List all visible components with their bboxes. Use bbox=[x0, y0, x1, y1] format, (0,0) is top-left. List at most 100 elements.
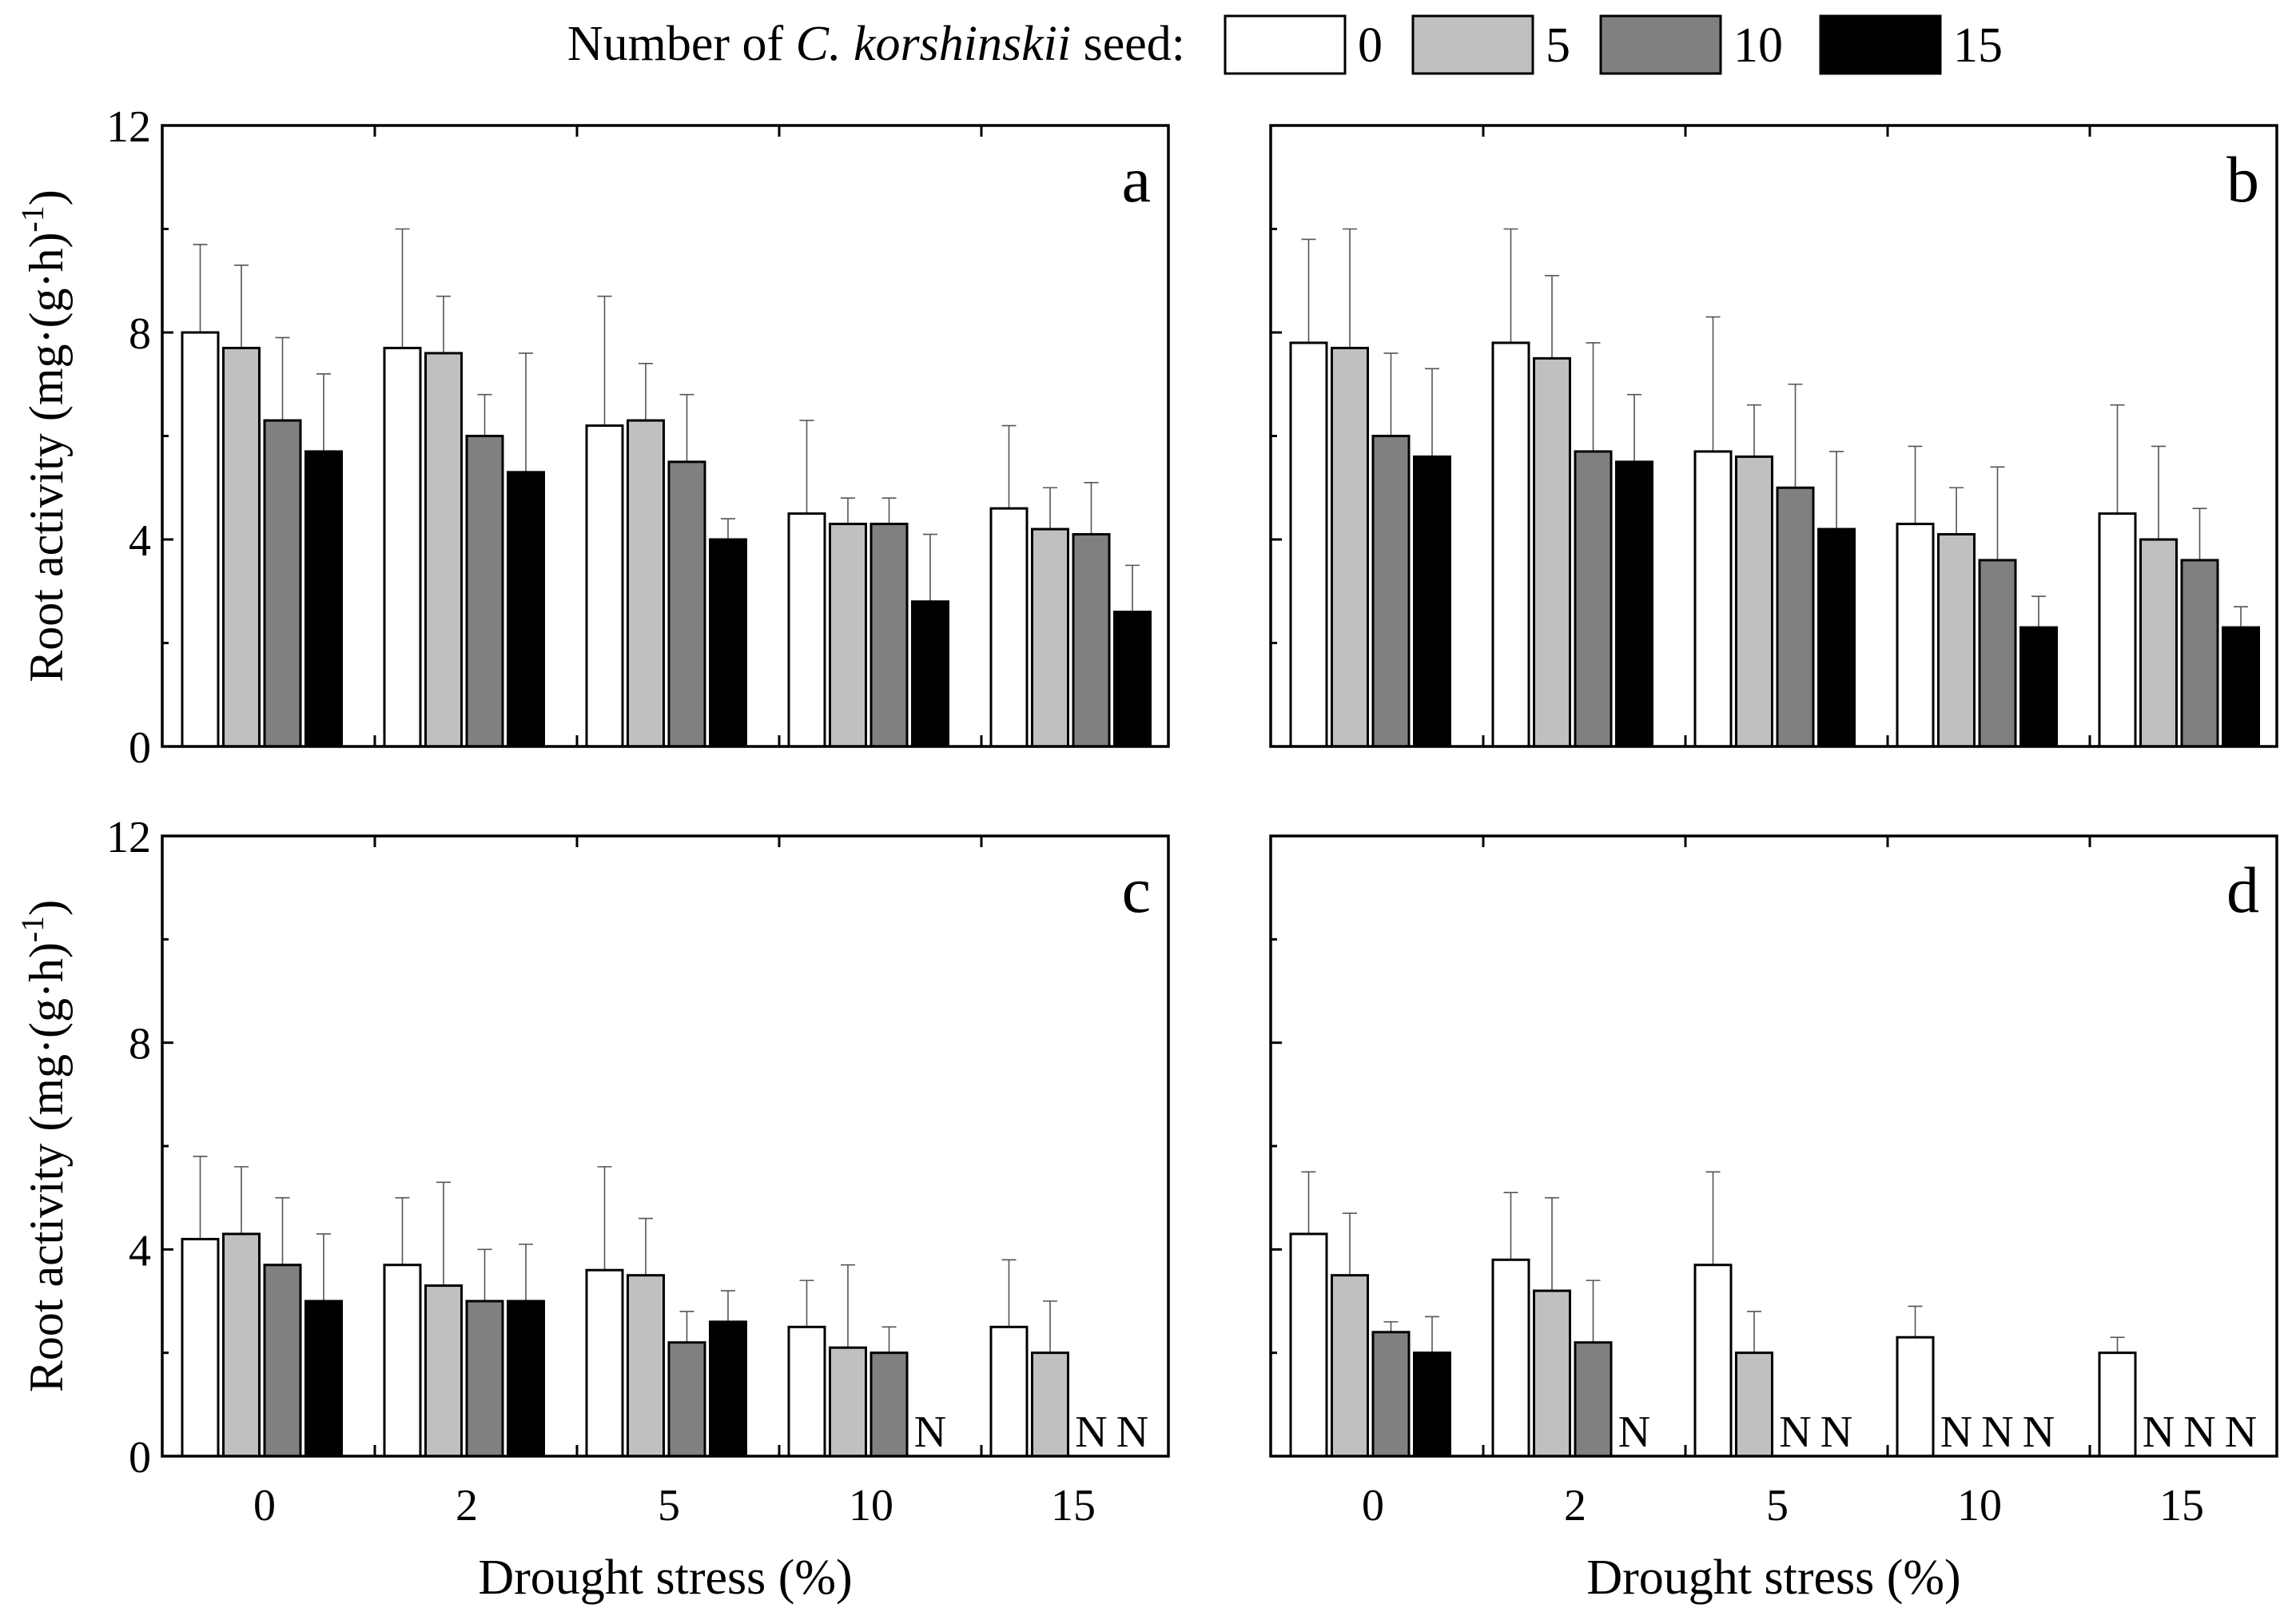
bar-panel-c-0-0 bbox=[181, 1237, 220, 1458]
panel-label-a: a bbox=[1122, 143, 1151, 216]
y-tick-label: 12 bbox=[106, 813, 151, 862]
bar-panel-a-2-5 bbox=[424, 352, 463, 748]
missing-marker: N bbox=[1116, 1407, 1148, 1457]
y-tick-label: 4 bbox=[129, 516, 151, 566]
bar-panel-d-0-10 bbox=[1371, 1331, 1411, 1458]
legend: Number of C. korshinskii seed: 0 5 10 15 bbox=[567, 14, 2003, 75]
bar-panel-c-5-5 bbox=[627, 1274, 665, 1458]
panel-label-c: c bbox=[1122, 854, 1151, 926]
panel-a: 0 4 8 12 a Root activity (mg·(g·h)-1) bbox=[14, 102, 1170, 773]
bar-panel-b-15-10 bbox=[2180, 559, 2219, 748]
bar-panel-a-2-15 bbox=[507, 471, 545, 748]
bar-panel-b-5-5 bbox=[1735, 455, 1773, 748]
y-tick-label: 0 bbox=[129, 1433, 151, 1483]
legend-species: C. korshinskii bbox=[796, 17, 1071, 71]
bar-panel-a-0-0 bbox=[181, 331, 220, 748]
y-tick-label: 0 bbox=[129, 723, 151, 773]
bar-panel-a-10-5 bbox=[829, 523, 867, 748]
bar-panel-b-2-10 bbox=[1574, 450, 1613, 748]
bar-panel-c-0-5 bbox=[222, 1232, 261, 1458]
x-tick-label: 15 bbox=[2159, 1481, 2204, 1530]
bar-panel-b-2-15 bbox=[1615, 460, 1653, 748]
x-tick-label: 10 bbox=[849, 1481, 893, 1530]
bar-panel-a-15-5 bbox=[1031, 527, 1069, 748]
legend-suffix: seed bbox=[1084, 17, 1172, 71]
y-tick-label: 4 bbox=[129, 1226, 151, 1276]
y-axis-title-superscript: -1 bbox=[14, 205, 50, 232]
missing-marker: N bbox=[2225, 1407, 2257, 1457]
y-axis-title-main: Root activity (mg·(g·h) bbox=[20, 942, 73, 1392]
bar-panel-a-10-15 bbox=[911, 600, 949, 748]
bar-panel-c-5-10 bbox=[667, 1341, 706, 1458]
missing-marker: N bbox=[1820, 1407, 1852, 1457]
bar-panel-b-10-10 bbox=[1978, 559, 2017, 748]
legend-colon: : bbox=[1172, 17, 1185, 71]
bar-panel-c-2-0 bbox=[383, 1264, 422, 1458]
bar-panel-d-2-10 bbox=[1574, 1341, 1613, 1458]
bar-panel-c-10-5 bbox=[829, 1346, 867, 1458]
panel-label-b: b bbox=[2226, 143, 2259, 216]
missing-marker: N bbox=[1981, 1407, 2013, 1457]
bar-panel-b-0-5 bbox=[1331, 346, 1369, 748]
bar-panel-b-5-0 bbox=[1693, 450, 1733, 748]
legend-swatch-5 bbox=[1411, 14, 1534, 75]
legend-swatch-0 bbox=[1224, 14, 1347, 75]
y-tick-label: 8 bbox=[129, 1020, 151, 1069]
x-tick-label: 0 bbox=[253, 1481, 276, 1530]
bar-panel-a-5-15 bbox=[709, 538, 747, 748]
x-axis-title: Drought stress (%) bbox=[1586, 1550, 1960, 1605]
bar-panel-a-10-10 bbox=[869, 523, 909, 748]
bar-panel-a-0-15 bbox=[304, 450, 343, 748]
bar-panel-a-10-0 bbox=[787, 512, 826, 748]
bar-panel-a-5-10 bbox=[667, 460, 706, 748]
bar-panel-a-5-0 bbox=[585, 424, 624, 748]
bar-panel-c-0-10 bbox=[263, 1264, 302, 1458]
missing-marker: N bbox=[1779, 1407, 1811, 1457]
bar-panel-a-5-5 bbox=[627, 419, 665, 748]
missing-marker: N bbox=[1075, 1407, 1107, 1457]
bar-panel-b-15-0 bbox=[2098, 512, 2137, 748]
bar-panel-c-15-5 bbox=[1031, 1351, 1069, 1458]
bar-panel-d-2-5 bbox=[1533, 1289, 1571, 1458]
missing-marker: N bbox=[2023, 1407, 2055, 1457]
y-axis-title-main: Root activity (mg·(g·h) bbox=[20, 233, 73, 683]
legend-label-10: 10 bbox=[1733, 18, 1783, 73]
bar-panel-c-10-10 bbox=[869, 1351, 909, 1458]
bar-panel-a-15-0 bbox=[989, 507, 1029, 748]
bar-panel-d-5-5 bbox=[1735, 1351, 1773, 1458]
legend-swatch-15 bbox=[1819, 14, 1942, 75]
bar-panel-c-2-5 bbox=[424, 1284, 463, 1458]
x-axis-title: Drought stress (%) bbox=[478, 1550, 852, 1605]
bar-panel-c-0-15 bbox=[304, 1300, 343, 1458]
x-tick-label: 2 bbox=[1564, 1481, 1586, 1530]
bar-panel-b-10-0 bbox=[1896, 523, 1935, 748]
x-tick-label: 10 bbox=[1957, 1481, 2002, 1530]
legend-label-0: 0 bbox=[1358, 18, 1383, 73]
legend-prefix: Number of bbox=[567, 17, 784, 71]
bar-panel-a-2-0 bbox=[383, 346, 422, 748]
missing-marker: N bbox=[1940, 1407, 1972, 1457]
bar-panel-c-2-15 bbox=[507, 1300, 545, 1458]
y-axis-title-superscript: -1 bbox=[14, 916, 50, 942]
bar-panel-d-0-0 bbox=[1289, 1232, 1328, 1458]
y-axis-title-close: ) bbox=[20, 189, 73, 205]
missing-marker: N bbox=[914, 1407, 946, 1457]
bar-panel-b-10-15 bbox=[2019, 626, 2058, 748]
bar-panel-c-5-0 bbox=[585, 1268, 624, 1458]
bar-panel-d-0-5 bbox=[1331, 1274, 1369, 1458]
panel-label-d: d bbox=[2226, 854, 2259, 926]
bar-panel-a-15-15 bbox=[1113, 611, 1152, 748]
missing-marker: N bbox=[1618, 1407, 1650, 1457]
bar-panel-a-15-10 bbox=[1072, 533, 1111, 748]
legend-title: Number of C. korshinskii seed: bbox=[567, 17, 1185, 71]
missing-marker: N bbox=[2143, 1407, 2175, 1457]
missing-marker: N bbox=[2183, 1407, 2215, 1457]
y-tick-label: 12 bbox=[106, 102, 151, 152]
y-tick-label: 8 bbox=[129, 309, 151, 359]
bar-panel-d-5-0 bbox=[1693, 1264, 1733, 1458]
bar-panel-c-15-0 bbox=[989, 1325, 1029, 1458]
